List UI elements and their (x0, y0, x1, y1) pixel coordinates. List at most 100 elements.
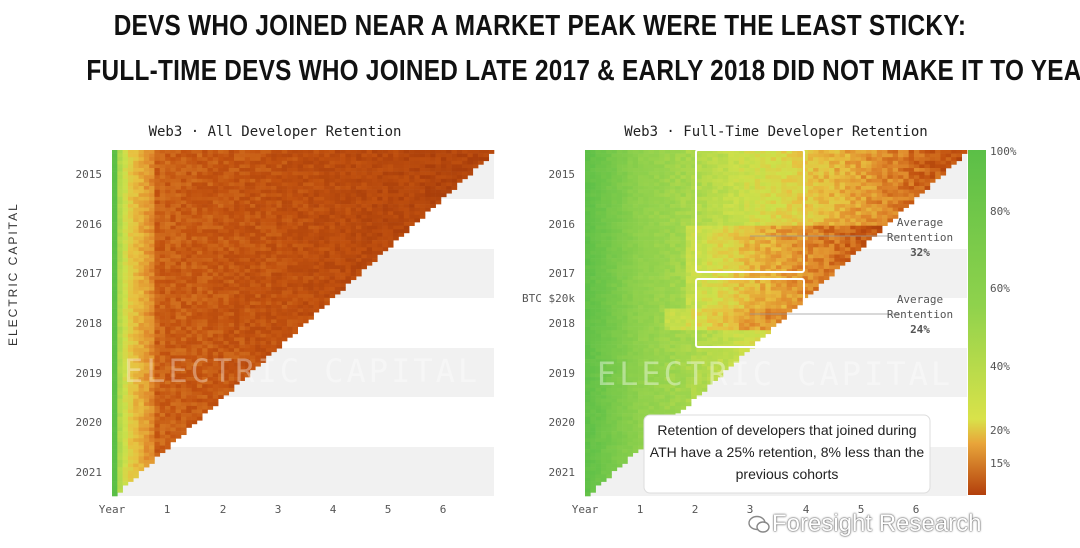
chart2-cell (717, 207, 724, 212)
chart1-cell (218, 301, 224, 306)
chart2-cell (898, 160, 904, 165)
chart2-cell (680, 150, 687, 154)
chart1-cell (276, 286, 283, 291)
chart1-cell (239, 337, 245, 342)
chart2-cell (786, 178, 793, 183)
chart1-cell (467, 153, 474, 158)
chart1-cell (154, 261, 161, 266)
chart2-cell (653, 222, 660, 226)
chart2-cell (760, 229, 766, 234)
chart1-cell (281, 283, 288, 288)
chart1-cell (313, 308, 320, 313)
chart1-cell (112, 481, 118, 486)
chart1-cell (159, 268, 166, 273)
chart1-cell (303, 315, 309, 320)
chart1-cell (287, 193, 293, 198)
chart2-cell (722, 207, 729, 212)
chart1-cell (112, 431, 118, 436)
chart2-cell (903, 164, 909, 169)
chart1-cell (249, 344, 256, 349)
chart1-cell (356, 225, 362, 230)
chart1-cell (324, 283, 330, 288)
chart2-cell (929, 150, 936, 154)
chart1-cell (435, 164, 442, 169)
chart1-cell (154, 276, 161, 281)
chart1-cell (165, 348, 171, 353)
chart1-cell (345, 150, 352, 154)
chart1-cell (154, 236, 161, 241)
chart1-cell (223, 265, 230, 270)
chart1-cell (430, 160, 436, 165)
chart2-cell (744, 229, 750, 234)
chart1-cell (244, 301, 251, 306)
chart2-cell (823, 175, 830, 180)
chart1-cell (318, 218, 325, 223)
chart1-cell (143, 164, 150, 169)
chart2-cell (754, 182, 761, 187)
chart2-cell (653, 200, 660, 205)
chart2-cell (659, 211, 665, 216)
chart2-cell (590, 157, 596, 162)
chart2-cell (707, 225, 713, 230)
chart1-cell (218, 366, 224, 371)
chart1-cell (318, 258, 325, 263)
chart1-cell (149, 315, 155, 320)
chart1-cell (265, 150, 272, 154)
chart1-cell (138, 286, 145, 291)
chart1-cell (403, 168, 410, 172)
chart1-cell (149, 254, 155, 259)
chart2-cell (585, 218, 591, 223)
chart1-cell (180, 369, 187, 374)
chart2-cell (770, 211, 777, 216)
chart1-cell (127, 337, 134, 342)
chart2-cell (585, 178, 591, 183)
chart1-cell (154, 434, 161, 439)
chart2-cell (622, 189, 628, 194)
chart1-cell (239, 207, 245, 212)
chart1-cell (191, 387, 198, 392)
chart2-cell (892, 175, 899, 180)
chart1-cell (223, 304, 230, 309)
chart1-cell (143, 236, 150, 241)
chart1-cell (143, 312, 150, 317)
chart1-cell (403, 200, 410, 205)
chart1-cell (308, 200, 314, 205)
chart1-cell (159, 265, 166, 270)
chart2-cell (728, 214, 734, 219)
chart1-cell (138, 225, 145, 230)
chart1-cell (191, 186, 198, 190)
chart1-cell (218, 254, 224, 259)
chart2-cell (616, 229, 623, 234)
chart1-cell (234, 319, 240, 324)
chart1-cell (297, 207, 304, 212)
chart2-cell (839, 168, 846, 172)
chart2-cell (648, 218, 655, 223)
chart1-cell (260, 319, 267, 324)
chart1-cell (329, 243, 336, 248)
chart1-cell (345, 164, 352, 169)
chart1-cell (138, 373, 145, 378)
chart2-cell (791, 211, 798, 216)
chart2-cell (866, 229, 872, 234)
chart1-cell (462, 157, 468, 162)
chart1-cell (186, 211, 192, 216)
chart1-cell (117, 265, 123, 270)
chart2-cell (871, 160, 878, 165)
chart1-cell (271, 286, 277, 291)
chart2-cell (813, 214, 819, 219)
chart1-cell (159, 434, 166, 439)
chart1-cell (207, 351, 214, 356)
chart1-cell (345, 261, 352, 266)
chart1-cell (180, 323, 187, 327)
chart1-cell (138, 402, 145, 407)
chart2-cell (701, 171, 708, 176)
chart1-cell (366, 247, 373, 252)
chart1-cell (202, 315, 208, 320)
chart1-cell (127, 359, 134, 363)
chart1-cell (154, 193, 161, 198)
chart1-cell (329, 171, 336, 176)
chart2-cell (606, 157, 612, 162)
chart1-cell (143, 182, 150, 187)
chart2-cell (908, 178, 915, 183)
chart1-cell (133, 186, 139, 190)
